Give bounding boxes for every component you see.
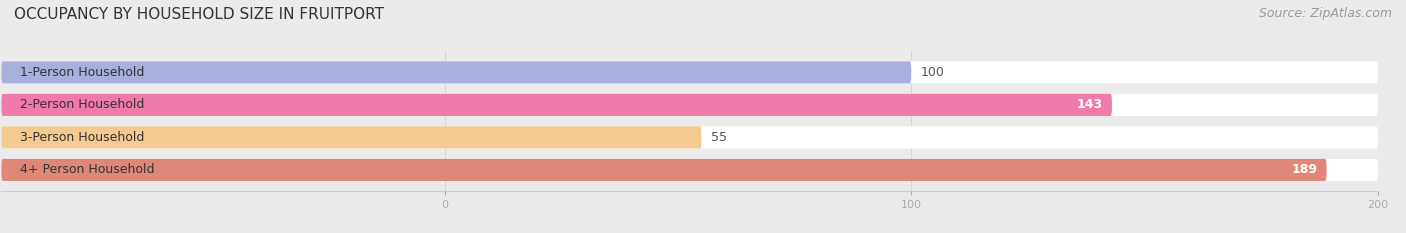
Text: 2-Person Household: 2-Person Household	[20, 98, 145, 111]
Text: 4+ Person Household: 4+ Person Household	[20, 163, 155, 176]
Text: OCCUPANCY BY HOUSEHOLD SIZE IN FRUITPORT: OCCUPANCY BY HOUSEHOLD SIZE IN FRUITPORT	[14, 7, 384, 22]
Text: 3-Person Household: 3-Person Household	[20, 131, 145, 144]
Text: 100: 100	[921, 66, 945, 79]
FancyBboxPatch shape	[1, 159, 1326, 181]
FancyBboxPatch shape	[1, 126, 1378, 148]
FancyBboxPatch shape	[1, 94, 1378, 116]
FancyBboxPatch shape	[1, 61, 911, 83]
Text: 143: 143	[1077, 98, 1102, 111]
Text: 55: 55	[710, 131, 727, 144]
Text: 189: 189	[1291, 163, 1317, 176]
FancyBboxPatch shape	[1, 159, 1378, 181]
Text: 1-Person Household: 1-Person Household	[20, 66, 145, 79]
Text: Source: ZipAtlas.com: Source: ZipAtlas.com	[1258, 7, 1392, 20]
FancyBboxPatch shape	[1, 94, 1112, 116]
FancyBboxPatch shape	[1, 126, 702, 148]
FancyBboxPatch shape	[1, 61, 1378, 83]
